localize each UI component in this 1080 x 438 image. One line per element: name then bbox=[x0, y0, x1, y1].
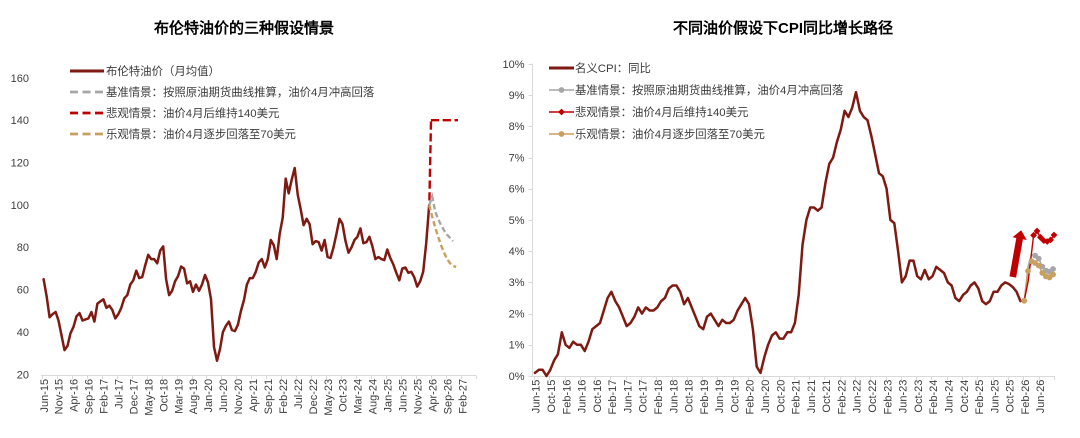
svg-text:Feb-22: Feb-22 bbox=[837, 380, 849, 415]
svg-text:40: 40 bbox=[17, 327, 29, 339]
svg-text:布伦特油价（月均值）: 布伦特油价（月均值） bbox=[106, 64, 220, 78]
svg-text:Jun-15: Jun-15 bbox=[39, 379, 51, 413]
svg-text:Feb-25: Feb-25 bbox=[974, 380, 986, 415]
svg-text:乐观情景：油价4月逐步回落至70美元: 乐观情景：油价4月逐步回落至70美元 bbox=[106, 127, 296, 141]
svg-text:Jun-18: Jun-18 bbox=[668, 380, 680, 414]
svg-text:120: 120 bbox=[11, 158, 29, 170]
svg-text:名义CPI：同比: 名义CPI：同比 bbox=[575, 61, 651, 75]
svg-text:Oct-15: Oct-15 bbox=[546, 380, 558, 413]
svg-text:Oct-16: Oct-16 bbox=[592, 380, 604, 413]
svg-text:Oct-23: Oct-23 bbox=[913, 380, 925, 413]
svg-text:Jun-22: Jun-22 bbox=[852, 380, 864, 414]
svg-text:Jun-24: Jun-24 bbox=[944, 380, 956, 414]
svg-text:Feb-21: Feb-21 bbox=[791, 380, 803, 415]
svg-text:Oct-18: Oct-18 bbox=[684, 380, 696, 413]
svg-text:Oct-20: Oct-20 bbox=[775, 380, 787, 413]
svg-text:May-23: May-23 bbox=[323, 379, 335, 416]
svg-text:Jul-17: Jul-17 bbox=[114, 379, 126, 409]
svg-text:Jul-22: Jul-22 bbox=[293, 379, 305, 409]
svg-text:Jun-26: Jun-26 bbox=[1035, 380, 1047, 414]
svg-text:Jun-16: Jun-16 bbox=[577, 380, 589, 414]
svg-text:Feb-16: Feb-16 bbox=[561, 380, 573, 415]
svg-text:Feb-17: Feb-17 bbox=[99, 379, 111, 414]
svg-text:5%: 5% bbox=[509, 215, 525, 227]
svg-text:Jan-20: Jan-20 bbox=[203, 379, 215, 413]
svg-text:Mar-24: Mar-24 bbox=[353, 379, 365, 414]
svg-text:8%: 8% bbox=[509, 121, 525, 133]
svg-text:Feb-26: Feb-26 bbox=[1020, 380, 1032, 415]
svg-text:悲观情景：油价4月后维持140美元: 悲观情景：油价4月后维持140美元 bbox=[106, 106, 279, 120]
svg-text:基准情景：按照原油期货曲线推算，油价4月冲高回落: 基准情景：按照原油期货曲线推算，油价4月冲高回落 bbox=[106, 85, 375, 99]
svg-text:Feb-24: Feb-24 bbox=[928, 380, 940, 415]
svg-text:布伦特油价的三种假设情景: 布伦特油价的三种假设情景 bbox=[154, 19, 334, 37]
svg-text:20: 20 bbox=[17, 369, 29, 381]
svg-text:Apr-26: Apr-26 bbox=[427, 379, 439, 412]
svg-text:7%: 7% bbox=[509, 152, 525, 164]
svg-text:Jan-25: Jan-25 bbox=[383, 379, 395, 413]
svg-text:Oct-21: Oct-21 bbox=[821, 380, 833, 413]
svg-text:Jun-17: Jun-17 bbox=[622, 380, 634, 414]
svg-text:Oct-17: Oct-17 bbox=[638, 380, 650, 413]
svg-text:Mar-19: Mar-19 bbox=[173, 379, 185, 414]
svg-text:80: 80 bbox=[17, 242, 29, 254]
svg-text:Dec-17: Dec-17 bbox=[129, 379, 141, 414]
svg-text:Jun-20: Jun-20 bbox=[218, 379, 230, 413]
svg-text:Jun-23: Jun-23 bbox=[898, 380, 910, 414]
svg-text:Oct-22: Oct-22 bbox=[867, 380, 879, 413]
svg-text:4%: 4% bbox=[509, 246, 525, 258]
svg-text:May-18: May-18 bbox=[143, 379, 155, 416]
svg-text:140: 140 bbox=[11, 115, 29, 127]
svg-text:Oct-23: Oct-23 bbox=[338, 379, 350, 412]
svg-text:Nov-25: Nov-25 bbox=[412, 379, 424, 414]
svg-text:9%: 9% bbox=[509, 90, 525, 102]
svg-text:Oct-24: Oct-24 bbox=[959, 380, 971, 413]
svg-text:Feb-27: Feb-27 bbox=[457, 379, 469, 414]
svg-text:Apr-16: Apr-16 bbox=[69, 379, 81, 412]
svg-text:Dec-22: Dec-22 bbox=[308, 379, 320, 414]
svg-text:10%: 10% bbox=[502, 59, 524, 71]
svg-text:Aug-19: Aug-19 bbox=[188, 379, 200, 414]
svg-text:160: 160 bbox=[11, 73, 29, 85]
svg-text:Sep-21: Sep-21 bbox=[263, 379, 275, 414]
svg-text:Jun-19: Jun-19 bbox=[714, 380, 726, 414]
svg-text:Feb-18: Feb-18 bbox=[653, 380, 665, 415]
svg-text:Sep-26: Sep-26 bbox=[442, 379, 454, 414]
svg-text:0%: 0% bbox=[509, 371, 525, 383]
svg-text:Jun-25: Jun-25 bbox=[989, 380, 1001, 414]
svg-text:Nov-20: Nov-20 bbox=[233, 379, 245, 414]
svg-text:Nov-15: Nov-15 bbox=[54, 379, 66, 414]
svg-text:Sep-16: Sep-16 bbox=[84, 379, 96, 414]
svg-text:悲观情景：油价4月后维持140美元: 悲观情景：油价4月后维持140美元 bbox=[575, 105, 748, 119]
svg-text:Apr-21: Apr-21 bbox=[248, 379, 260, 412]
svg-text:1%: 1% bbox=[509, 340, 525, 352]
svg-text:不同油价假设下CPI同比增长路径: 不同油价假设下CPI同比增长路径 bbox=[673, 19, 893, 37]
svg-text:Feb-19: Feb-19 bbox=[699, 380, 711, 415]
svg-text:基准情景：按照原油期货曲线推算，油价4月冲高回落: 基准情景：按照原油期货曲线推算，油价4月冲高回落 bbox=[575, 83, 844, 97]
svg-text:Feb-23: Feb-23 bbox=[882, 380, 894, 415]
svg-text:6%: 6% bbox=[509, 184, 525, 196]
svg-text:Oct-25: Oct-25 bbox=[1005, 380, 1017, 413]
svg-text:Feb-22: Feb-22 bbox=[278, 379, 290, 414]
svg-text:3%: 3% bbox=[509, 277, 525, 289]
svg-text:Oct-19: Oct-19 bbox=[729, 380, 741, 413]
svg-text:Feb-20: Feb-20 bbox=[745, 380, 757, 415]
svg-text:60: 60 bbox=[17, 285, 29, 297]
svg-text:100: 100 bbox=[11, 200, 29, 212]
svg-text:Jun-25: Jun-25 bbox=[398, 379, 410, 413]
svg-text:Jun-20: Jun-20 bbox=[760, 380, 772, 414]
svg-text:乐观情景：油价4月逐步回落至70美元: 乐观情景：油价4月逐步回落至70美元 bbox=[575, 127, 765, 141]
svg-text:Aug-24: Aug-24 bbox=[368, 379, 380, 414]
svg-text:Jun-15: Jun-15 bbox=[531, 380, 543, 414]
svg-text:Oct-18: Oct-18 bbox=[158, 379, 170, 412]
svg-text:Jun-21: Jun-21 bbox=[806, 380, 818, 414]
svg-text:Feb-17: Feb-17 bbox=[607, 380, 619, 415]
svg-text:2%: 2% bbox=[509, 308, 525, 320]
